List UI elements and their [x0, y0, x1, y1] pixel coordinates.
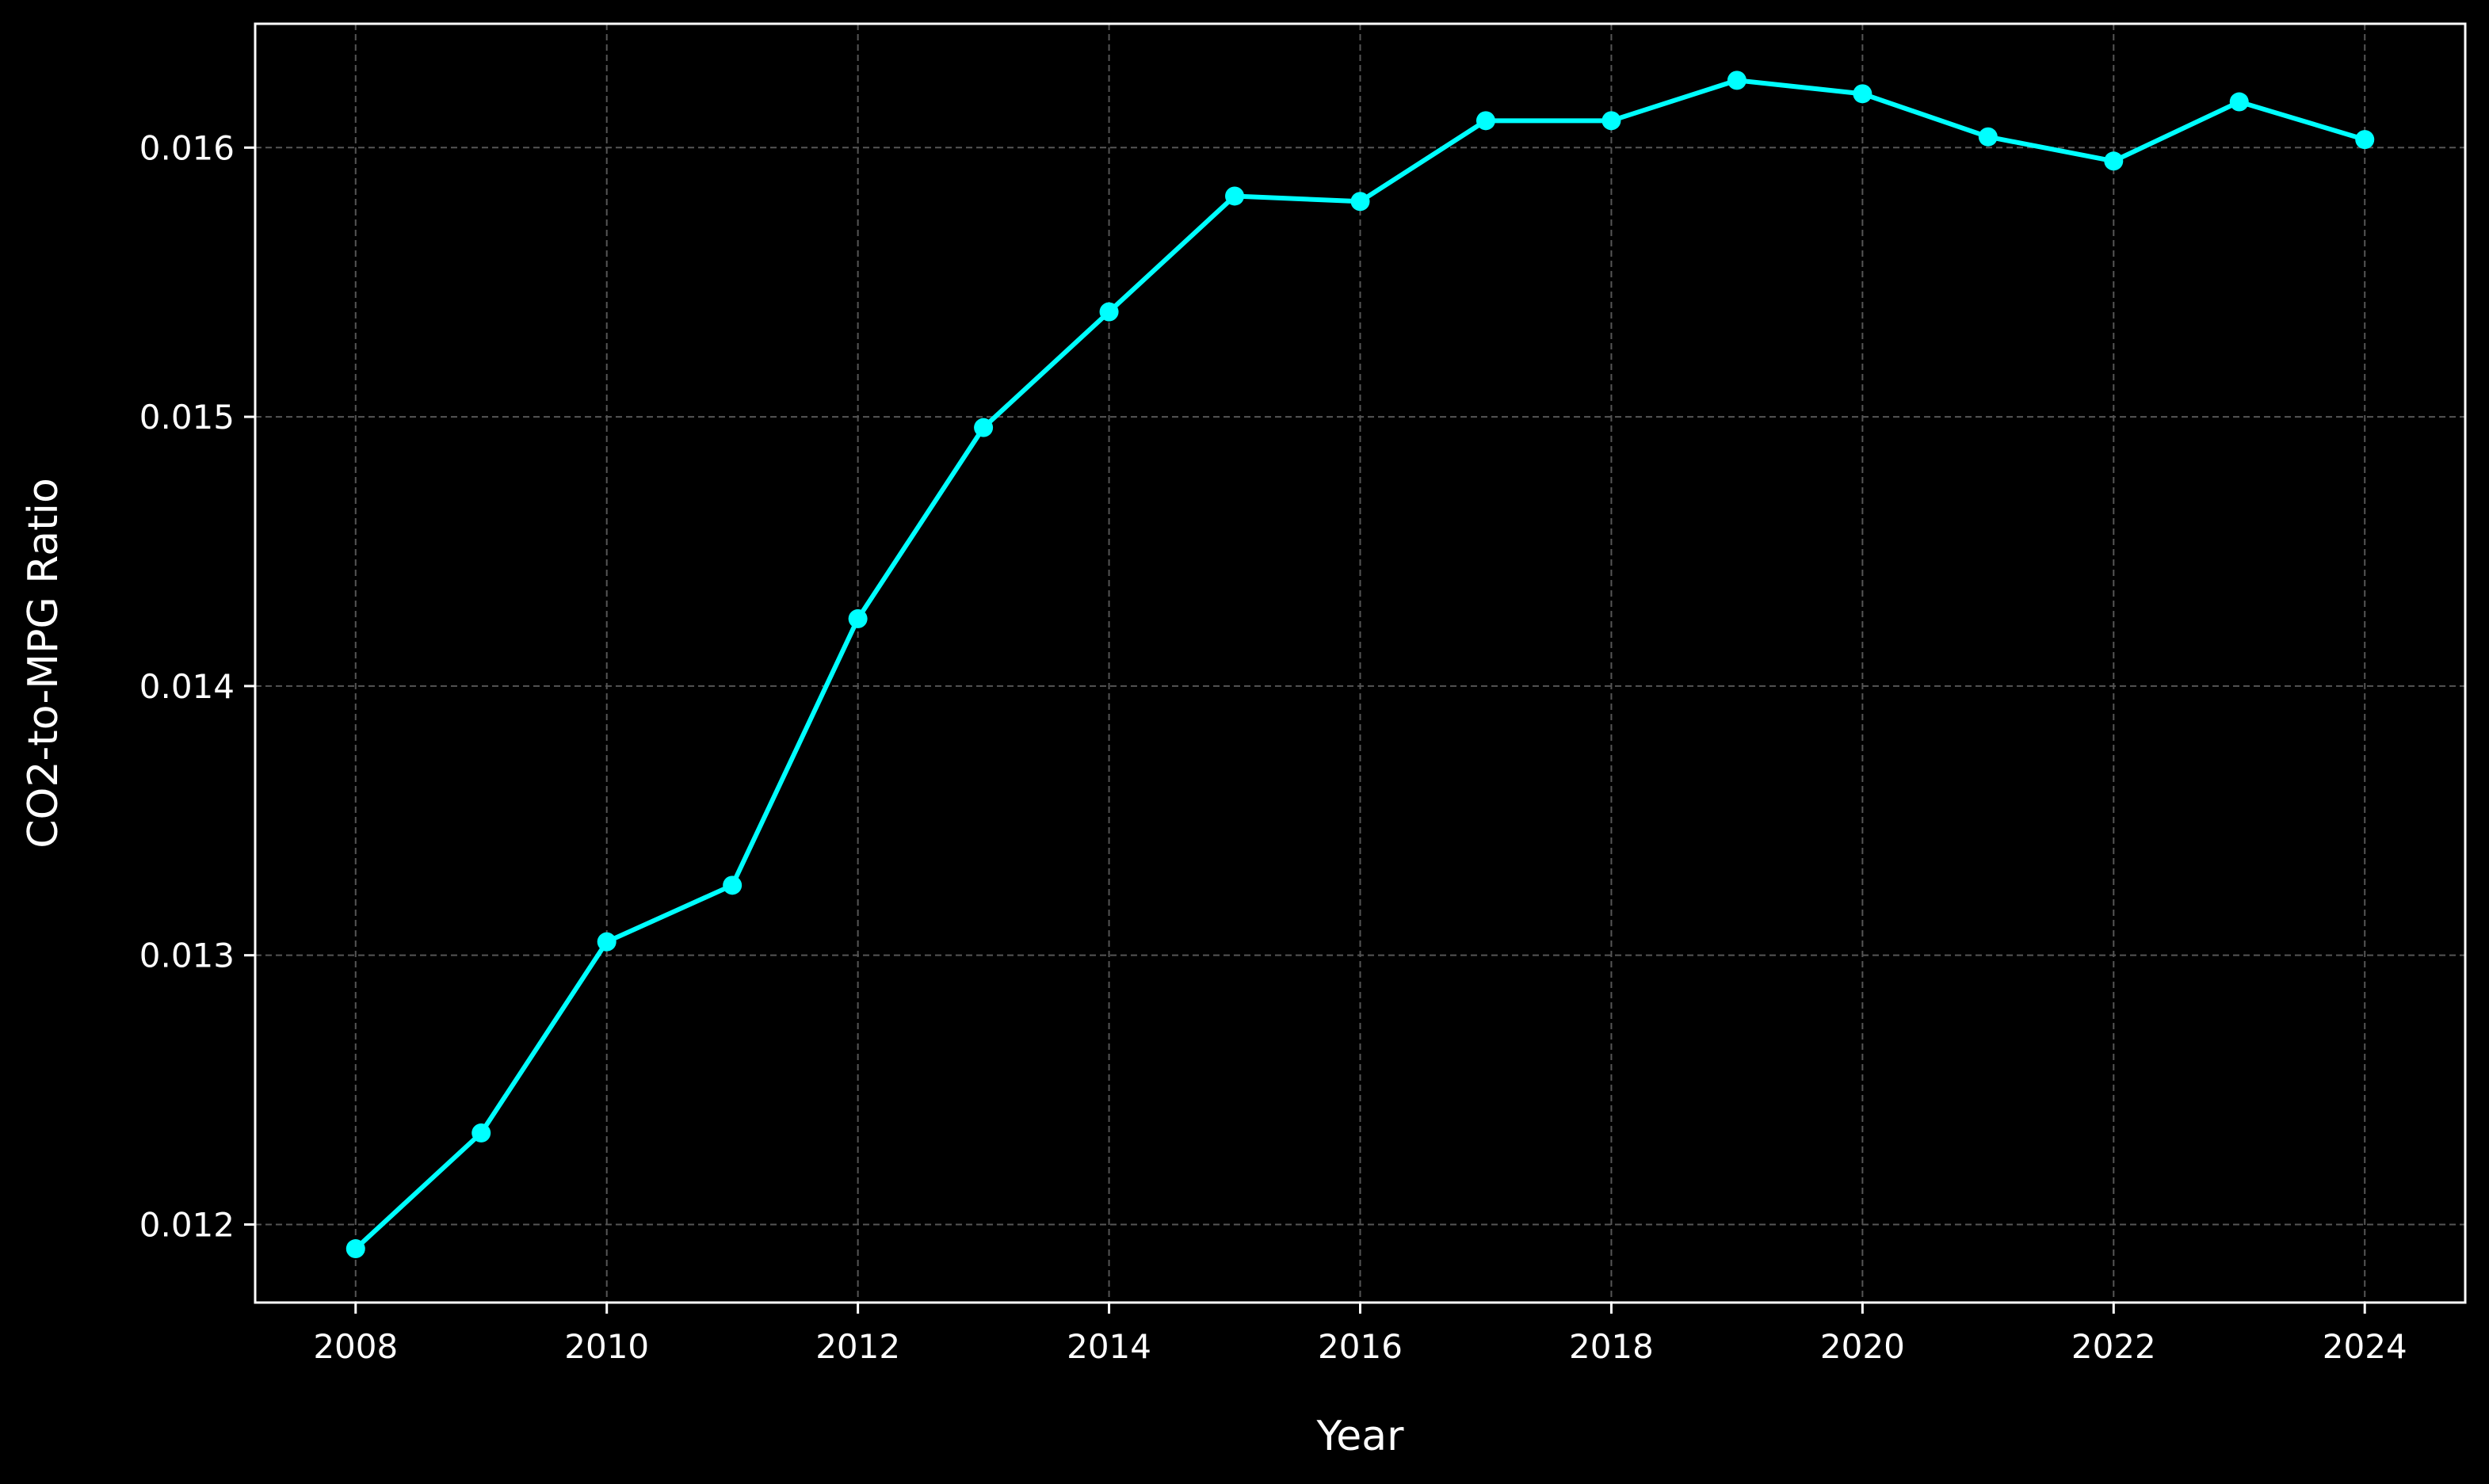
x-axis-title: Year [1315, 1413, 1404, 1460]
x-tick-label: 2012 [815, 1327, 900, 1366]
data-point [1978, 127, 1998, 147]
x-tick-label: 2020 [1820, 1327, 1905, 1366]
data-point [597, 932, 617, 952]
data-point [1099, 302, 1119, 322]
y-axis-title: CO2-to-MPG Ratio [20, 478, 67, 849]
x-tick-label: 2024 [2323, 1327, 2407, 1366]
x-tick-label: 2010 [564, 1327, 649, 1366]
x-tick-label: 2016 [1318, 1327, 1403, 1366]
x-tick-label: 2022 [2071, 1327, 2156, 1366]
data-point [1601, 111, 1621, 131]
x-tick-label: 2008 [313, 1327, 398, 1366]
x-tick-label: 2018 [1569, 1327, 1654, 1366]
y-tick-label: 0.012 [139, 1205, 235, 1244]
y-tick-label: 0.013 [139, 937, 235, 975]
ticks: 2008 2010 2012 2014 2016 2018 2020 2022 2024 0.01… [139, 128, 2407, 1366]
data-point [1727, 71, 1746, 90]
data-point [471, 1123, 491, 1143]
data-point [345, 1239, 365, 1259]
data-point [1350, 192, 1370, 212]
data-point [1225, 186, 1245, 206]
grid [255, 24, 2465, 1303]
y-tick-label: 0.014 [139, 667, 235, 706]
data-point [974, 418, 994, 437]
data-point [1853, 84, 1872, 104]
y-tick-label: 0.016 [139, 128, 235, 167]
series-layer [345, 71, 2375, 1259]
data-point [2229, 92, 2249, 112]
data-point [848, 608, 868, 628]
data-point [2104, 151, 2124, 171]
data-point [2355, 130, 2375, 150]
data-point [1475, 111, 1495, 131]
data-point [723, 876, 743, 895]
y-tick-label: 0.015 [139, 398, 235, 437]
x-tick-label: 2014 [1067, 1327, 1151, 1366]
